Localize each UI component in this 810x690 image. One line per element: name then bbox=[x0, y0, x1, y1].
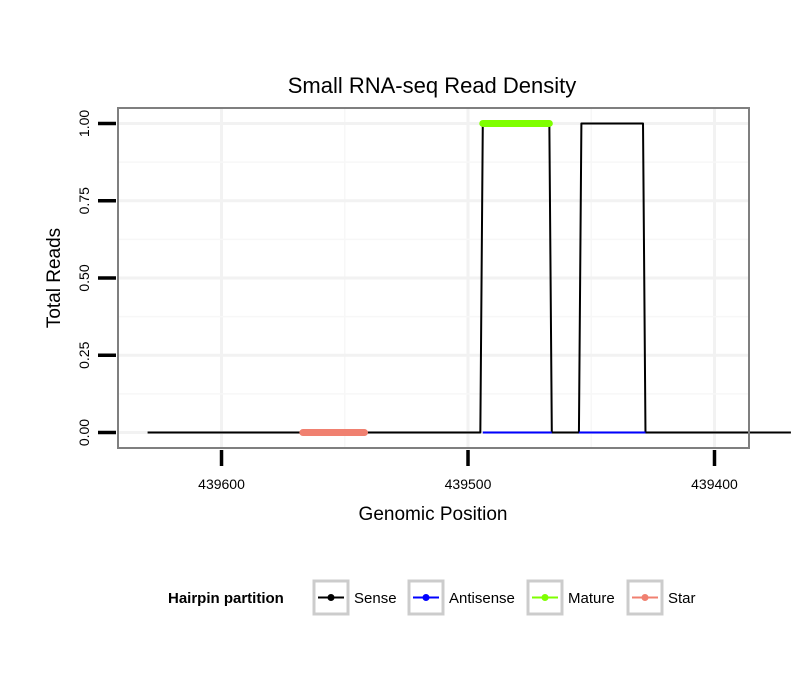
series-sense-line bbox=[147, 122, 791, 434]
legend-label-sense: Sense bbox=[354, 590, 397, 607]
legend-key-point bbox=[641, 594, 649, 601]
legend-item-sense: Sense bbox=[312, 579, 397, 616]
legend-item-mature: Mature bbox=[526, 579, 615, 616]
y-tick-label: 0.75 bbox=[76, 187, 92, 214]
legend-title: Hairpin partition bbox=[168, 590, 284, 607]
x-axis: 439600 439500 439400 bbox=[198, 450, 738, 492]
legend-label-star: Star bbox=[668, 590, 696, 607]
legend-key-point bbox=[541, 594, 549, 601]
x-axis-title: Genomic Position bbox=[359, 504, 508, 525]
legend-key-point bbox=[327, 594, 335, 601]
plot-panel bbox=[117, 107, 791, 449]
series-layer bbox=[147, 119, 791, 437]
y-axis-title: Total Reads bbox=[44, 228, 65, 328]
y-tick-label: 0.00 bbox=[76, 419, 92, 446]
x-tick-label: 439400 bbox=[691, 476, 738, 492]
legend-item-antisense: Antisense bbox=[407, 579, 515, 616]
y-tick-label: 0.25 bbox=[76, 341, 92, 368]
legend-item-star: Star bbox=[626, 579, 696, 616]
x-tick-label: 439500 bbox=[445, 476, 492, 492]
legend-label-mature: Mature bbox=[568, 590, 615, 607]
panel-border bbox=[117, 107, 750, 449]
y-axis: 0.00 0.25 0.50 0.75 1.00 bbox=[76, 110, 116, 446]
chart-title: Small RNA-seq Read Density bbox=[288, 73, 577, 98]
legend: Hairpin partition Sense Antisense Mature St… bbox=[168, 579, 696, 616]
y-tick-label: 0.50 bbox=[76, 264, 92, 291]
y-tick-label: 1.00 bbox=[76, 110, 92, 137]
legend-label-antisense: Antisense bbox=[449, 590, 515, 607]
x-tick-label: 439600 bbox=[198, 476, 245, 492]
legend-key-point bbox=[422, 594, 430, 601]
